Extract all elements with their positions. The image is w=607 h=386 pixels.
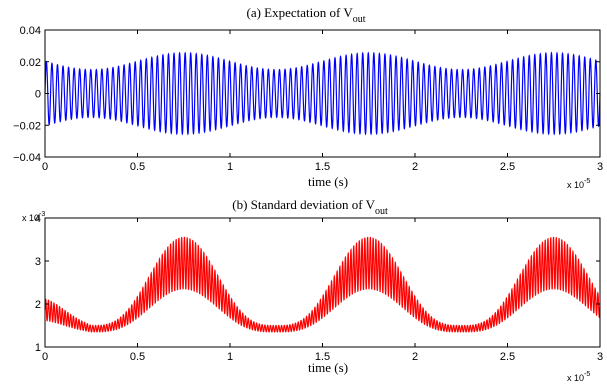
panel-a-series-line [44, 51, 601, 136]
panel-a-title: (a) Expectation of Vout [246, 5, 365, 25]
panel-b-x-exponent: x 10-5 [567, 371, 590, 383]
panel-a-xtick-label: 3 [597, 161, 603, 173]
panel-a-xtick-label: 2 [412, 161, 418, 173]
panel-b-xtick-label: 3 [597, 351, 603, 363]
panel-b-xtick-label: 0 [42, 351, 48, 363]
panel-b-ytick-label: 3 [35, 256, 41, 268]
panel-b-ytick-label: 4 [35, 213, 41, 225]
panel-a-ytick-label: 0 [35, 89, 41, 101]
panel-a-ytick-label: 0.02 [20, 57, 41, 69]
panel-a-plot: 0 0.5 1 1.5 2 2.5 3 −0.04 −0.02 0 0.02 0.04 [13, 25, 603, 173]
panel-a-ytick-label: −0.02 [13, 120, 41, 132]
panel-b-xtick-label: 1 [227, 351, 233, 363]
panel-a-ytick-label: 0.04 [20, 25, 41, 37]
panel-a-xlabel: time (s) [308, 174, 348, 189]
panel-a-x-exponent: x 10-5 [567, 178, 590, 190]
panel-b-ytick-label: 1 [35, 342, 41, 354]
panel-b-series-line [44, 236, 601, 333]
panel-a-xtick-label: 0 [42, 161, 48, 173]
panel-a-xtick-label: 0.5 [130, 161, 145, 173]
panel-b-xtick-label: 2.5 [500, 351, 515, 363]
panel-a-xtick-label: 1.5 [315, 161, 330, 173]
panel-a-xtick-label: 2.5 [500, 161, 515, 173]
panel-a-xtick-label: 1 [227, 161, 233, 173]
panel-b-y-exponent: x 10-3 [22, 211, 45, 223]
panel-b-title: (b) Standard deviation of Vout [232, 197, 388, 217]
panel-a-ytick-label: −0.04 [13, 152, 41, 164]
panel-b-plot: 0 0.5 1 1.5 2 2.5 3 1 2 3 4 [35, 213, 603, 363]
panel-a: (a) Expectation of Vout 0 0.5 1 1.5 2 2.5 3 −0.… [13, 5, 603, 190]
panel-b-xtick-label: 0.5 [130, 351, 145, 363]
panel-b-xtick-label: 2 [412, 351, 418, 363]
panel-b-ytick-label: 2 [35, 299, 41, 311]
panel-a-ticks: 0 0.5 1 1.5 2 2.5 3 −0.04 −0.02 0 0.02 0.04 [13, 25, 603, 173]
panel-b-xlabel: time (s) [308, 360, 348, 375]
panel-b-ticks: 0 0.5 1 1.5 2 2.5 3 1 2 3 4 [35, 213, 603, 363]
panel-b-xtick-label: 1.5 [315, 351, 330, 363]
